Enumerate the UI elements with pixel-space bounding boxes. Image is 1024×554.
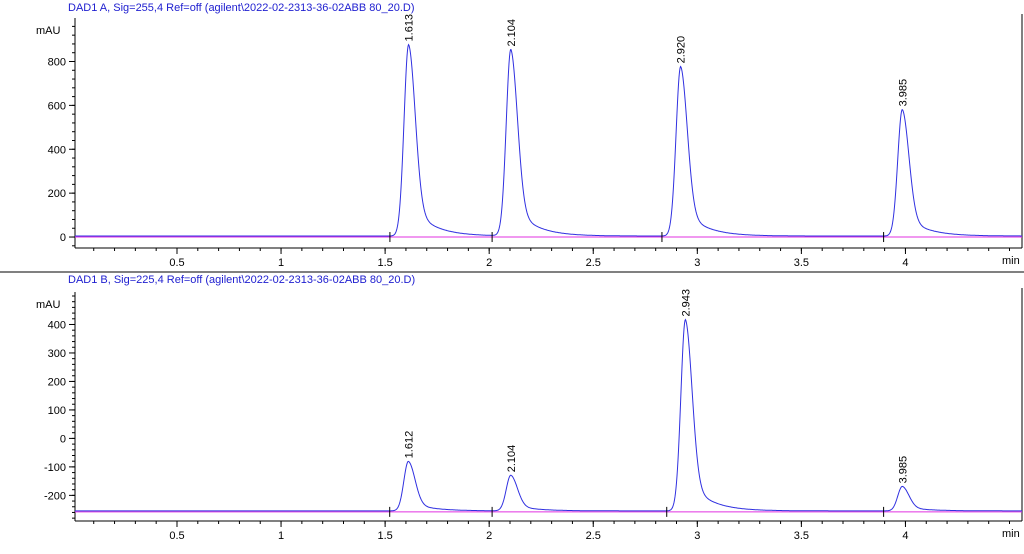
y-tick-label: 200	[48, 188, 66, 200]
x-tick-label: 1.5	[377, 530, 392, 542]
x-tick-label: 3.5	[794, 257, 809, 269]
x-tick-label: 1.5	[377, 257, 392, 269]
x-tick-label: 0.5	[169, 530, 184, 542]
peak-label: 3.985	[897, 456, 909, 484]
y-tick-label: 600	[48, 100, 66, 112]
peak-label: 1.613	[404, 14, 416, 42]
x-tick-label: 2.5	[586, 257, 601, 269]
peak-label: 1.612	[403, 431, 415, 459]
y-tick-label: 0	[60, 232, 66, 244]
x-tick-label: 0.5	[169, 257, 184, 269]
chart-title: DAD1 B, Sig=225,4 Ref=off (agilent\2022-…	[68, 274, 415, 286]
x-tick-label: 4	[902, 530, 908, 542]
y-tick-label: 0	[60, 433, 66, 445]
x-tick-label: 1	[278, 257, 284, 269]
y-tick-label: -100	[44, 462, 66, 474]
trace	[75, 318, 1022, 512]
y-tick-label: 300	[48, 348, 66, 360]
x-tick-label: 2	[486, 257, 492, 269]
peak-label: 3.985	[897, 79, 909, 107]
y-tick-label: 800	[48, 56, 66, 68]
x-tick-label: 2	[486, 530, 492, 542]
peak-label: 2.920	[676, 36, 688, 64]
peak-label: 2.104	[506, 445, 518, 473]
y-tick-label: 400	[48, 144, 66, 156]
peak-label: 2.943	[680, 289, 692, 317]
y-tick-label: 200	[48, 376, 66, 388]
y-tick-label: -200	[44, 490, 66, 502]
x-axis-label: min	[1002, 528, 1020, 540]
y-tick-label: 100	[48, 405, 66, 417]
x-axis-label: min	[1002, 255, 1020, 267]
x-tick-label: 2.5	[586, 530, 601, 542]
y-axis-label: mAU	[36, 25, 61, 37]
x-tick-label: 3.5	[794, 530, 809, 542]
peak-label: 2.104	[506, 19, 518, 47]
x-tick-label: 1	[278, 530, 284, 542]
chart-title: DAD1 A, Sig=255,4 Ref=off (agilent\2022-…	[68, 2, 415, 14]
trace	[75, 43, 1022, 237]
y-tick-label: 400	[48, 319, 66, 331]
x-tick-label: 3	[694, 530, 700, 542]
y-axis-label: mAU	[36, 299, 61, 311]
x-tick-label: 4	[902, 257, 908, 269]
x-tick-label: 3	[694, 257, 700, 269]
